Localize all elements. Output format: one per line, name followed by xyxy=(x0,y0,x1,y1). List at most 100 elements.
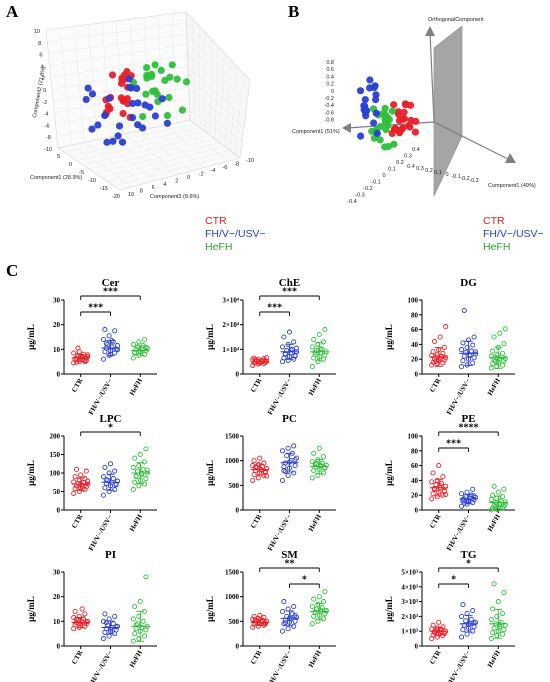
x-category-label: FH/V−/USV− xyxy=(266,649,293,682)
x-category-label: CTR xyxy=(249,648,264,666)
panel-a-z-tick: -2 xyxy=(42,100,47,106)
panel-scatter-point xyxy=(143,74,151,82)
panel-b-vertical-tick: 0.8 xyxy=(326,60,334,66)
panel-a-y-tick: 4 xyxy=(163,182,166,188)
data-point xyxy=(293,455,300,461)
y-tick-label: 1000 xyxy=(225,457,240,465)
data-point xyxy=(441,488,447,495)
significance-label: * xyxy=(108,423,113,434)
data-point xyxy=(494,352,500,358)
data-point xyxy=(136,339,142,345)
data-point xyxy=(112,613,118,619)
y-tick-label: 1500 xyxy=(225,433,240,441)
data-point xyxy=(143,476,149,482)
data-point xyxy=(437,334,443,340)
panel-scatter-point xyxy=(173,75,181,83)
y-tick-label: 60 xyxy=(411,326,419,334)
data-point xyxy=(318,463,324,469)
data-point xyxy=(497,500,503,506)
data-point xyxy=(143,574,149,580)
data-point xyxy=(494,613,500,619)
data-point xyxy=(132,479,138,485)
data-point xyxy=(141,336,148,343)
panel-a-ticks: 1086420-2-4-6-8-1050-5-10-15-20-10-8-6-4… xyxy=(34,29,254,200)
data-point xyxy=(499,610,506,616)
panel-scatter-point xyxy=(88,125,96,133)
panel-scatter-point xyxy=(388,129,396,137)
data-point xyxy=(440,360,446,366)
data-point xyxy=(139,624,145,631)
panel-b-left-tick: 0.1 xyxy=(388,167,396,173)
data-point xyxy=(73,616,80,622)
panel-b-plane-shade xyxy=(434,26,462,196)
data-point xyxy=(140,466,146,472)
panel-scatter-point xyxy=(388,107,397,115)
data-point xyxy=(106,470,112,476)
strip-plot-title: Cer xyxy=(102,277,120,289)
data-point xyxy=(502,622,508,628)
panel-scatter-point xyxy=(108,71,117,79)
data-point xyxy=(431,338,438,344)
strip-plot-pc: PC 0 500 1000 1500 μg/mL CTR FH/V−/USV− HeFH xyxy=(205,413,336,552)
panel-b-vertical-tick: -0.4 xyxy=(325,103,334,109)
panel-letter-b: B xyxy=(288,2,299,21)
data-point xyxy=(501,590,507,596)
data-point xyxy=(436,619,442,625)
data-point xyxy=(100,618,107,624)
data-point xyxy=(100,336,107,343)
panel-a-y-tick: -6 xyxy=(222,165,227,171)
data-point xyxy=(100,492,107,498)
panel-b-orthogonal-axis xyxy=(429,31,435,123)
panel-scatter-point xyxy=(146,103,154,111)
legend-b-hefh: HeFH xyxy=(483,241,510,253)
data-point xyxy=(112,328,118,334)
y-tick-label: 40 xyxy=(411,477,419,485)
data-point xyxy=(463,349,469,356)
data-point xyxy=(257,455,263,461)
panel-scatter-point xyxy=(143,64,151,72)
data-point xyxy=(460,602,466,608)
panel-scatter-point xyxy=(163,112,172,120)
data-point xyxy=(429,496,435,502)
data-point xyxy=(502,499,508,505)
data-point xyxy=(490,630,496,636)
data-point xyxy=(491,334,497,340)
panel-scatter-point xyxy=(411,128,419,136)
significance-label: * xyxy=(302,575,307,586)
data-point xyxy=(437,627,443,633)
y-tick-label: 100 xyxy=(408,297,419,305)
panel-b-3d-plot: 0.80.60.40.20-0.2-0.4-0.6-0.8-0.4-0.3-0.… xyxy=(292,17,536,205)
panel-b-vertical-tick: 0.4 xyxy=(326,74,334,80)
data-point xyxy=(284,453,290,459)
strip-plot-title: PC xyxy=(282,413,297,425)
y-tick-label: 20 xyxy=(53,593,61,601)
panel-scatter-point xyxy=(84,84,92,92)
panel-scatter-point xyxy=(372,96,380,104)
panel-scatter-point xyxy=(104,102,112,110)
panel-letter-c: C xyxy=(6,261,18,280)
data-point xyxy=(488,636,494,642)
data-point xyxy=(103,480,109,486)
data-point xyxy=(488,497,494,503)
panel-scatter-point xyxy=(109,137,117,145)
panel-a-z-tick: -8 xyxy=(46,135,51,141)
data-point xyxy=(502,355,508,362)
panel-scatter-point xyxy=(400,108,408,116)
legend-a-hefh: HeFH xyxy=(205,241,232,253)
data-point xyxy=(309,344,315,350)
data-point xyxy=(320,470,327,476)
data-point xyxy=(309,603,315,610)
data-point xyxy=(309,621,315,627)
panel-scatter-point xyxy=(101,111,109,120)
y-tick-label: 0 xyxy=(236,643,240,651)
data-point xyxy=(103,340,109,346)
panel-b-orth-label: OrthogonalComponent xyxy=(428,17,484,23)
data-point xyxy=(499,494,506,500)
panel-scatter-point xyxy=(401,100,410,108)
panel-b-orth-arrowhead xyxy=(425,26,435,36)
panel-b-right-tick: 0.2 xyxy=(425,168,433,174)
data-point xyxy=(255,623,261,629)
data-point xyxy=(106,488,112,495)
data-point xyxy=(320,339,327,345)
data-point xyxy=(72,485,78,492)
